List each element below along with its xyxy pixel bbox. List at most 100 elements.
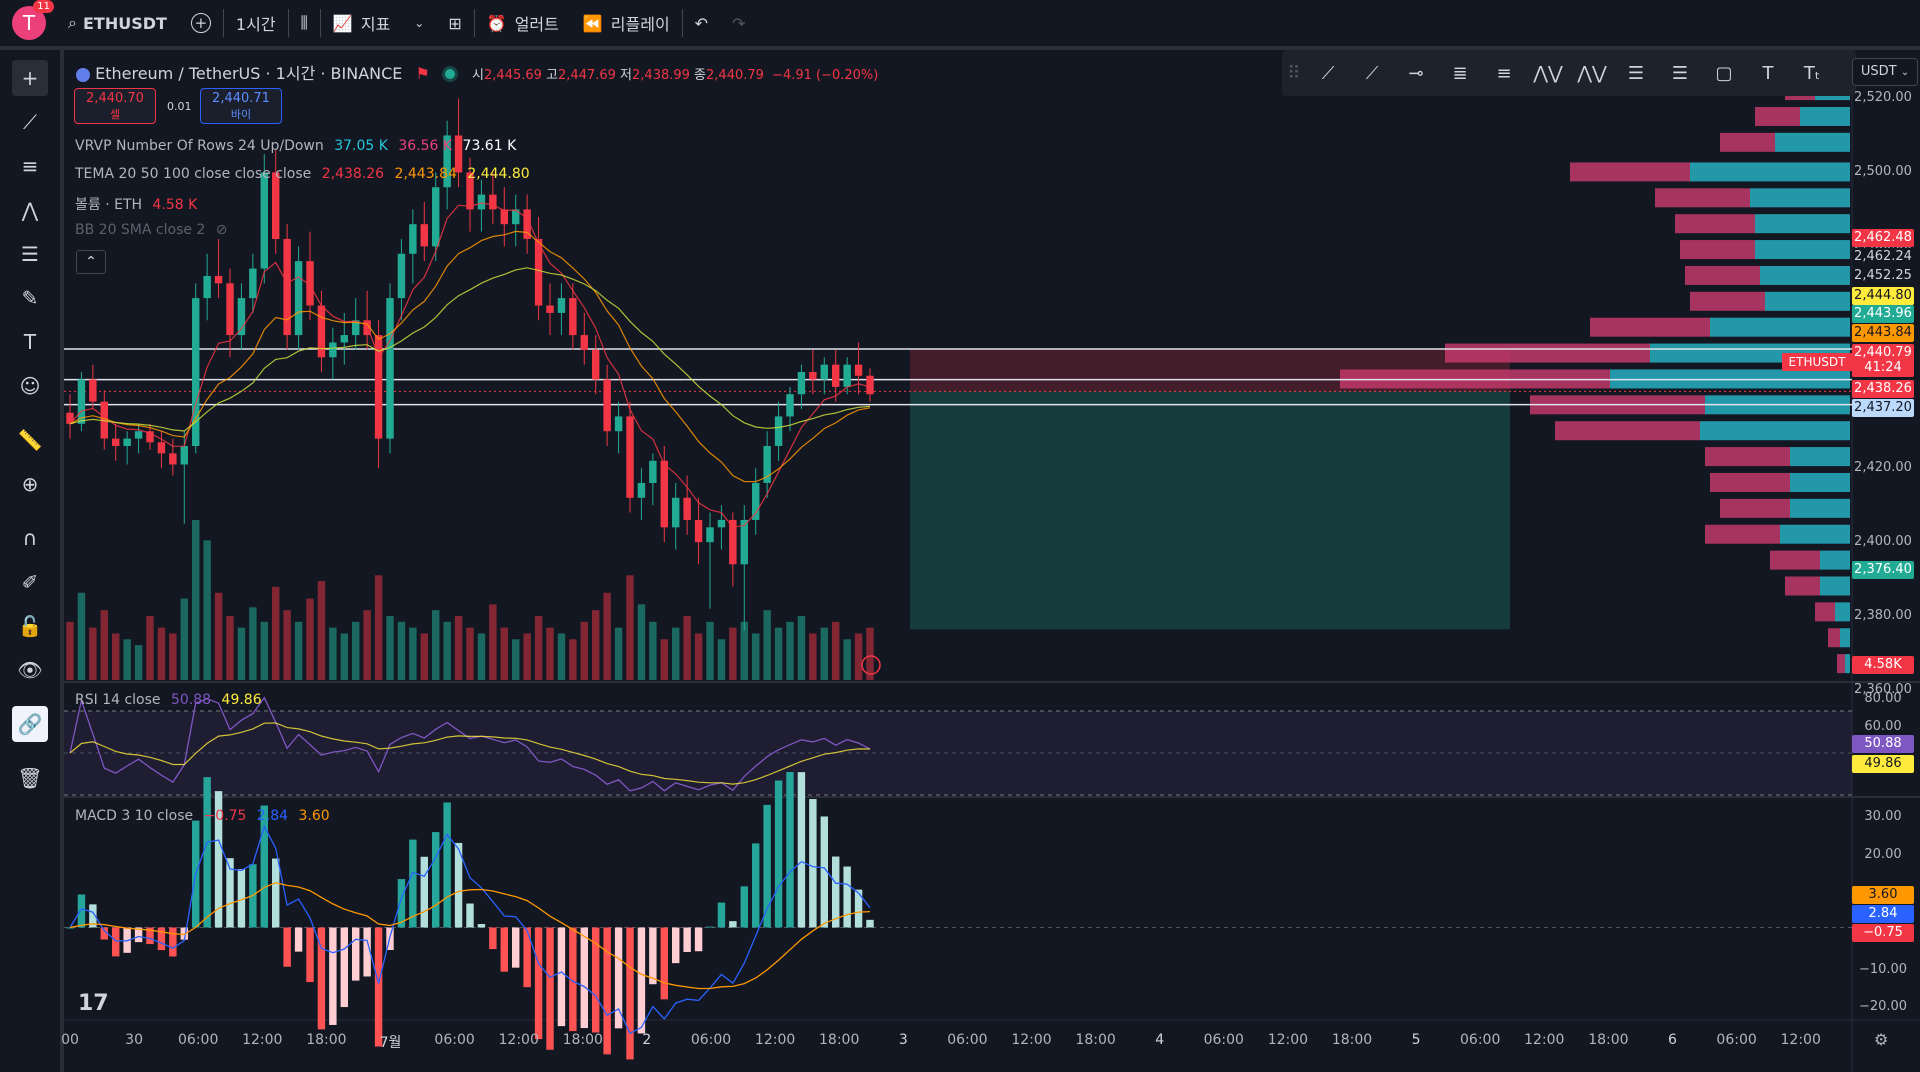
chart-type-button[interactable]: ⫼ [289, 0, 320, 46]
candle [500, 209, 508, 225]
macd-histogram-bar [432, 832, 440, 928]
alerts-button[interactable]: ⏰ 얼러트 [475, 0, 571, 46]
candle [237, 298, 246, 336]
forecast-button[interactable]: ☰ [1658, 63, 1702, 84]
symbol-search-button[interactable]: ⌕ ETHUSDT [56, 0, 179, 46]
long-position-button[interactable]: ☰ [1614, 63, 1658, 84]
templates-dropdown[interactable]: ⌄ [402, 0, 436, 46]
volume-profile-down-bar [1720, 498, 1790, 518]
volume-bar [77, 592, 86, 680]
fib-retracement-button[interactable]: ≡ [1482, 63, 1526, 84]
volume-profile-down-bar [1685, 265, 1760, 285]
time-tick-label: 18:00 [306, 1032, 347, 1048]
chevron-down-icon: ⌄ [1900, 67, 1910, 78]
candle [614, 416, 623, 432]
sync-drawings-tool[interactable]: 🔗 [12, 706, 48, 742]
rsi-tick-label: 60.00 [1864, 719, 1902, 734]
anchored-text-icon: Tₜ [1803, 62, 1821, 84]
layout-button[interactable]: ⊞ [436, 0, 473, 46]
rectangle-button[interactable]: ▢ [1702, 63, 1746, 84]
undo-button[interactable]: ↶ [683, 0, 720, 46]
macd-histogram-bar [363, 927, 371, 977]
tema-legend[interactable]: TEMA 20 50 100 close close close 2,438.2… [75, 166, 530, 182]
macd-histogram-bar [534, 927, 543, 1040]
price-tick-label: 2,380.00 [1854, 608, 1912, 624]
buy-button[interactable]: 2,440.71 바이 [200, 88, 282, 124]
currency-selector[interactable]: USDT ⌄ [1852, 58, 1918, 86]
vrvp-legend[interactable]: VRVP Number Of Rows 24 Up/Down 37.05 K 3… [75, 138, 517, 154]
sell-button[interactable]: 2,440.70 셀 [74, 88, 156, 124]
pattern-tool[interactable]: ⋀ [12, 192, 48, 228]
price-axis-label: 2,462.48 [1852, 229, 1914, 247]
volume-profile-down-bar [1785, 576, 1820, 596]
redo-button[interactable]: ↷ [720, 0, 757, 46]
candle [420, 224, 428, 247]
volume-bar [500, 627, 508, 680]
candle [546, 305, 554, 313]
time-tick-label: 06:00 [178, 1032, 219, 1048]
macd-histogram-bar [489, 927, 497, 950]
chart-area[interactable]: 17 [64, 50, 1920, 1072]
prediction-tool[interactable]: ☰ [12, 236, 48, 272]
horizontal-ray-button[interactable]: ⊸ [1394, 63, 1438, 84]
candle [694, 519, 703, 543]
chart-settings-gear-icon[interactable]: ⚙ [1874, 1030, 1889, 1049]
anchored-text-button[interactable]: Tₜ [1790, 63, 1834, 84]
candle [203, 275, 211, 299]
zoom-tool[interactable]: ⊕ [12, 466, 48, 502]
volume-bar [786, 621, 794, 680]
lock-drawings-tool[interactable]: 🔓 [12, 608, 48, 644]
bb-legend[interactable]: BB 20 SMA close 2 ⊘ [75, 222, 228, 238]
volume-bar [866, 627, 874, 680]
abcd-pattern-button[interactable]: ⋀⋁ [1570, 63, 1614, 84]
volume-bar [489, 604, 497, 680]
indicators-button[interactable]: 📈 지표 [321, 0, 402, 46]
measure-tool[interactable]: 📏 [12, 422, 48, 458]
macd-histogram-bar [569, 927, 577, 1032]
open-value: 2,445.69 [484, 68, 542, 83]
volume-legend[interactable]: 볼륨 · ETH 4.58 K [75, 197, 198, 213]
fib-retracement-icon: ≡ [1496, 62, 1512, 84]
parallel-channel-button[interactable]: ≣ [1438, 63, 1482, 84]
collapse-legend-button[interactable]: ⌃ [76, 250, 106, 274]
price-tick-label: 2,420.00 [1854, 460, 1912, 476]
tema-line [69, 202, 871, 529]
compare-add-button[interactable]: + [179, 0, 223, 46]
ray-button[interactable]: ⟋ [1350, 63, 1394, 84]
symbol-price-tag: ETHUSDT [1782, 353, 1852, 371]
brush-tool[interactable]: ✎ [12, 280, 48, 316]
drag-handle-icon[interactable]: ⠿ [1287, 62, 1301, 84]
magnet-tool[interactable]: ∩ [12, 520, 48, 556]
chart-canvas[interactable]: 17 [64, 50, 1920, 1072]
hidden-eye-icon[interactable]: ⊘ [215, 222, 228, 238]
text-tool[interactable]: T [12, 324, 48, 360]
price-tick-label: 2,520.00 [1854, 90, 1912, 106]
rsi-legend[interactable]: RSI 14 close 50.88 49.86 [75, 692, 262, 708]
replay-button[interactable]: ⏪ 리플레이 [571, 0, 682, 46]
candle [466, 172, 474, 210]
text-button[interactable]: T [1746, 63, 1790, 84]
remove-drawings-tool[interactable]: 🗑 [12, 760, 48, 796]
candle [89, 379, 97, 402]
flag-icon[interactable]: ⚑ [415, 64, 430, 83]
emoji-tool[interactable]: ☺ [12, 368, 48, 404]
link-icon: 🔗 [17, 712, 43, 736]
user-avatar[interactable]: T 11 [12, 0, 54, 40]
macd-histogram-bar [294, 927, 303, 952]
interval-button[interactable]: 1시간 [235, 15, 276, 34]
trend-line-button[interactable]: ⟋ [1306, 63, 1350, 84]
volume-bar [797, 616, 806, 680]
pair-title: Ethereum / TetherUS · 1시간 · BINANCE [95, 64, 403, 83]
volume-bar [397, 621, 406, 680]
trend-line-tool[interactable]: ⟋ [12, 104, 48, 140]
fib-tool[interactable]: ≡ [12, 148, 48, 184]
price-axis-label: 2,443.96 [1852, 305, 1914, 323]
crosshair-tool[interactable]: + [12, 60, 48, 96]
stay-drawing-tool[interactable]: ✐ [12, 564, 48, 600]
volume-profile-up-bar [1765, 291, 1850, 311]
hide-drawings-tool[interactable]: 👁 [12, 652, 48, 688]
macd-legend[interactable]: MACD 3 10 close −0.75 2.84 3.60 [75, 808, 330, 824]
macd-histogram-bar [214, 791, 223, 928]
macd-histogram-bar [557, 927, 566, 1027]
elliott-wave-button[interactable]: ⋀⋁ [1526, 63, 1570, 84]
